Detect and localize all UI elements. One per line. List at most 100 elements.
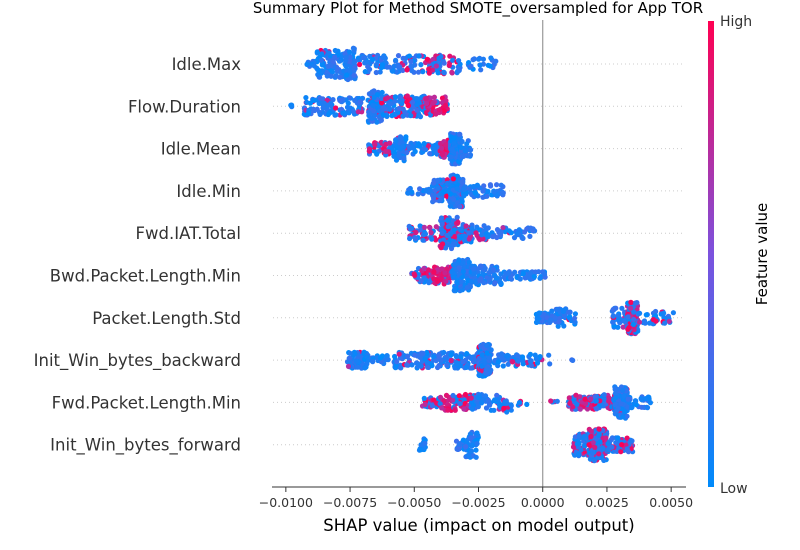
x-tick-label: −0.0100 (259, 495, 313, 510)
shap-point (458, 279, 464, 285)
shap-point (661, 310, 667, 316)
shap-point (596, 431, 602, 437)
shap-point (400, 67, 406, 73)
shap-point (360, 55, 366, 61)
shap-point (548, 398, 554, 404)
shap-point (415, 191, 421, 197)
shap-point (461, 193, 467, 199)
shap-point (311, 63, 317, 69)
shap-point (445, 224, 451, 230)
shap-point (418, 62, 424, 68)
shap-point (408, 113, 414, 119)
shap-point (454, 279, 460, 285)
shap-point (380, 112, 386, 118)
shap-point (587, 456, 594, 462)
shap-point (474, 182, 480, 188)
shap-point (459, 179, 465, 185)
shap-point (498, 280, 504, 286)
shap-point (357, 99, 363, 105)
shap-point (549, 308, 555, 314)
shap-point (472, 190, 478, 196)
shap-point (445, 407, 451, 413)
shap-point (425, 267, 431, 273)
shap-point (476, 227, 482, 233)
shap-point (480, 56, 486, 62)
shap-point (346, 110, 352, 116)
shap-point (379, 62, 386, 68)
x-tick-label: 0.0025 (585, 495, 629, 510)
shap-point (576, 433, 582, 439)
shap-point (625, 314, 631, 320)
shap-point (403, 136, 409, 142)
shap-point (613, 395, 619, 401)
shap-point (468, 395, 474, 401)
shap-point (584, 406, 591, 412)
shap-point (405, 353, 411, 359)
shap-point (488, 367, 494, 373)
shap-point (554, 398, 560, 404)
shap-point (628, 405, 635, 411)
shap-point (368, 90, 374, 96)
shap-point (641, 318, 648, 324)
shap-point (468, 147, 474, 153)
shap-point (519, 354, 526, 360)
shap-point (498, 351, 505, 357)
shap-point (502, 229, 508, 235)
shap-point (575, 451, 582, 458)
shap-point (431, 94, 437, 100)
shap-point (392, 353, 398, 360)
shap-point (636, 319, 643, 325)
shap-point (456, 131, 463, 137)
shap-point (373, 61, 380, 68)
shap-point (443, 356, 449, 363)
shap-point (409, 68, 415, 74)
shap-point (356, 57, 363, 64)
shap-point (417, 143, 423, 149)
shap-point (505, 352, 511, 358)
shap-point (431, 180, 437, 186)
shap-point (311, 106, 317, 112)
shap-point (404, 99, 410, 105)
shap-point (361, 349, 367, 355)
shap-point (487, 63, 493, 69)
shap-point (362, 69, 368, 75)
shap-point (625, 404, 631, 410)
shap-point (444, 362, 450, 368)
shap-point (379, 89, 385, 96)
shap-point (441, 349, 447, 356)
shap-point (435, 364, 441, 371)
shap-point (439, 230, 445, 236)
shap-point (439, 145, 445, 151)
shap-point (514, 231, 520, 237)
shap-point (494, 234, 500, 241)
shap-point (628, 299, 634, 305)
shap-point (612, 391, 618, 397)
shap-point (566, 313, 573, 320)
shap-point (417, 114, 424, 120)
shap-point (622, 409, 628, 415)
shap-point (351, 59, 357, 65)
shap-point (535, 315, 541, 321)
shap-point (644, 405, 651, 411)
shap-point (616, 316, 622, 323)
shap-point (481, 183, 487, 189)
shap-point (480, 188, 486, 194)
shap-point (461, 186, 467, 193)
shap-point (318, 57, 324, 63)
shap-point (377, 355, 383, 361)
shap-point (347, 54, 353, 60)
feature-label-fwd-iat-total: Fwd.IAT.Total (136, 224, 241, 243)
shap-point (443, 98, 449, 104)
shap-point (494, 275, 500, 281)
shap-point (520, 271, 526, 277)
feature-label-idle-min: Idle.Min (176, 182, 241, 201)
shap-point (541, 271, 548, 277)
feature-label-packet-length-std: Packet.Length.Std (92, 309, 241, 328)
shap-point (532, 352, 538, 358)
shap-point (494, 227, 501, 233)
shap-point (621, 318, 627, 324)
shap-point (373, 69, 379, 76)
shap-point (618, 449, 624, 455)
shap-point (420, 237, 426, 243)
